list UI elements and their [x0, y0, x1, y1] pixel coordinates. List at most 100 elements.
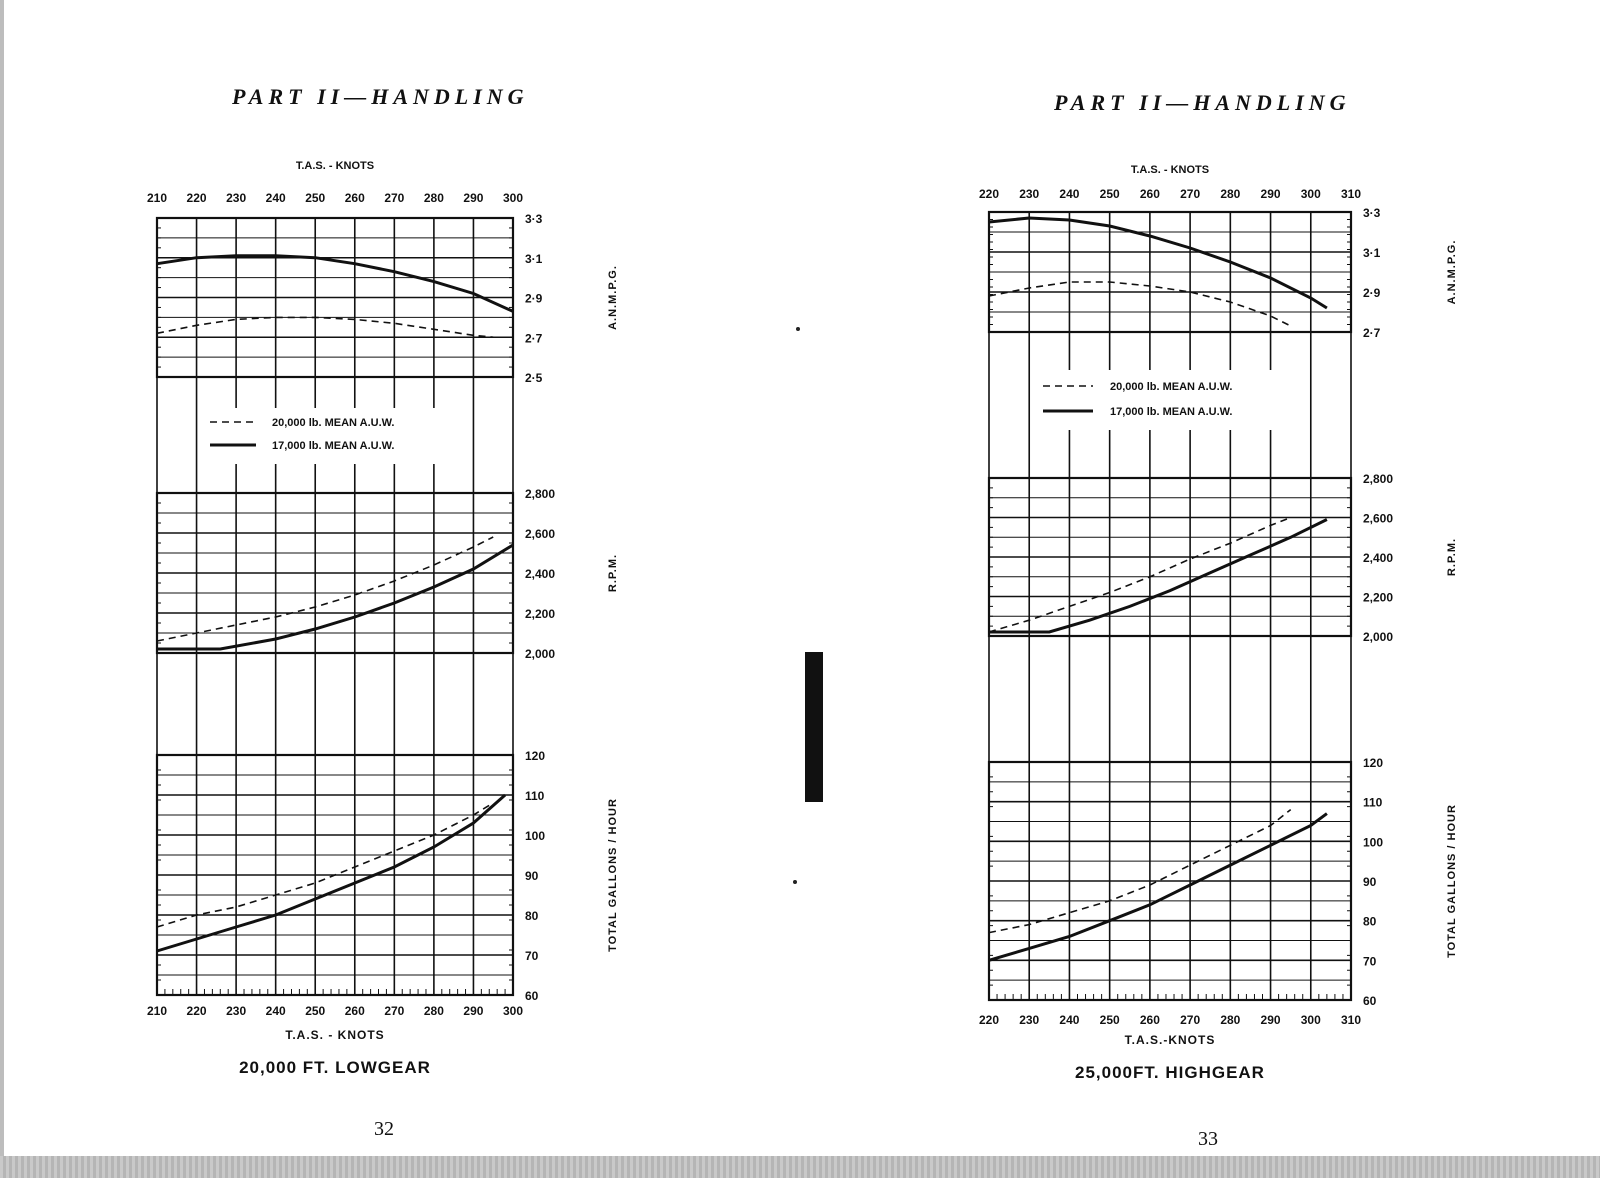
- x-tick-label-bottom: 230: [1019, 1013, 1039, 1027]
- legend-box: [202, 408, 454, 464]
- y-tick-label: 100: [1363, 835, 1383, 849]
- page-number: 32: [374, 1118, 394, 1140]
- x-tick-label-bottom: 220: [979, 1013, 999, 1027]
- series-line-17000lb: [988, 812, 1328, 962]
- page-header: PART II—HANDLING: [232, 84, 529, 109]
- x-tick-label-bottom: 270: [1180, 1013, 1200, 1027]
- y-axis-title: A.N.M.P.G.: [607, 265, 619, 330]
- x-tick-label-top: 310: [1341, 187, 1361, 201]
- speck: [796, 327, 800, 331]
- series-line-20000lb: [156, 802, 494, 928]
- x-tick-label-bottom: 240: [266, 1004, 286, 1018]
- x-tick-label-bottom: 270: [384, 1004, 404, 1018]
- y-tick-label: 2·5: [525, 371, 543, 385]
- panel-rpm: 2,000 2,200 2,400 2,600 2,800 R.P.M.: [155, 487, 619, 661]
- y-tick-label: 2·7: [525, 331, 543, 345]
- x-tick-label-top: 240: [266, 191, 286, 205]
- series-line-17000lb: [989, 518, 1328, 634]
- y-tick-label: 2,600: [525, 527, 555, 541]
- legend-box: [1035, 370, 1305, 430]
- panel-gph: 60 70 80 90 100 110 120 TOTAL GALLONS / HOUR: [155, 749, 619, 1003]
- y-tick-label: 2,000: [525, 647, 555, 661]
- panel-gph: 60 70 80 90 100 110 120 TOTAL GALLONS / HOUR: [987, 756, 1458, 1008]
- y-tick-label: 2·7: [1363, 326, 1381, 340]
- y-tick-label: 90: [1363, 875, 1377, 889]
- panel-mpg: 2·7 2·9 3·1 3·3 A.N.M.P.G.: [987, 206, 1458, 340]
- y-tick-label: 2,400: [525, 567, 555, 581]
- legend-label-dashed: 20,000 lb. MEAN A.U.W.: [272, 417, 394, 429]
- x-tick-label-bottom: 260: [1140, 1013, 1160, 1027]
- x-tick-label-top: 250: [1100, 187, 1120, 201]
- legend: 20,000 lb. MEAN A.U.W. 17,000 lb. MEAN A.…: [202, 408, 454, 464]
- x-tick-label-top: 270: [1180, 187, 1200, 201]
- y-axis-title: R.P.M.: [1446, 538, 1458, 576]
- x-tick-label-top: 230: [226, 191, 246, 205]
- series-line-17000lb: [156, 793, 507, 953]
- x-tick-label-bottom: 220: [187, 1004, 207, 1018]
- page-32: PART II—HANDLING 32: [0, 0, 790, 1178]
- top-axis-title: T.A.S. - KNOTS: [1131, 164, 1209, 176]
- y-tick-label: 120: [525, 749, 545, 763]
- x-tick-label-bottom: 210: [147, 1004, 167, 1018]
- x-tick-label-bottom: 260: [345, 1004, 365, 1018]
- series-line-20000lb: [988, 808, 1292, 934]
- y-tick-label: 3·3: [525, 212, 543, 226]
- legend-label-solid: 17,000 lb. MEAN A.U.W.: [1110, 406, 1232, 418]
- y-tick-label: 2,800: [1363, 472, 1393, 486]
- series-line-20000lb: [988, 281, 1292, 327]
- y-axis-title: R.P.M.: [607, 554, 619, 592]
- page-33: PART II—HANDLING 33: [810, 0, 1600, 1178]
- y-tick-label: 2·9: [1363, 286, 1381, 300]
- x-tick-label-top: 290: [463, 191, 483, 205]
- y-tick-label: 2,200: [1363, 591, 1393, 605]
- x-tick-label-top: 220: [187, 191, 207, 205]
- x-tick-label-bottom: 300: [503, 1004, 523, 1018]
- y-tick-label: 80: [1363, 915, 1377, 929]
- x-tick-label-top: 300: [503, 191, 523, 205]
- y-tick-label: 100: [525, 829, 545, 843]
- x-tick-label-bottom: 240: [1059, 1013, 1079, 1027]
- x-tick-label-top: 240: [1059, 187, 1079, 201]
- binding-mark: [805, 652, 823, 802]
- chart-caption: 25,000FT. HIGHGEAR: [1075, 1063, 1265, 1082]
- y-tick-label: 80: [525, 909, 539, 923]
- x-tick-label-bottom: 280: [1220, 1013, 1240, 1027]
- x-tick-label-top: 270: [384, 191, 404, 205]
- x-tick-label-top: 210: [147, 191, 167, 205]
- scan-bottom-band: [0, 1156, 1600, 1178]
- x-tick-label-top: 220: [979, 187, 999, 201]
- y-tick-label: 110: [1363, 796, 1383, 810]
- x-tick-label-top: 280: [1220, 187, 1240, 201]
- legend-label-dashed: 20,000 lb. MEAN A.U.W.: [1110, 381, 1232, 393]
- y-tick-label: 2·9: [525, 292, 543, 306]
- chart-page-32: T.A.S. - KNOTS T.A.S. - KNOTS 210 210 220 220…: [147, 160, 619, 1077]
- y-tick-label: 120: [1363, 756, 1383, 770]
- series-line-17000lb: [988, 216, 1328, 310]
- x-tick-label-bottom: 230: [226, 1004, 246, 1018]
- y-tick-label: 70: [1363, 954, 1377, 968]
- x-tick-label-top: 230: [1019, 187, 1039, 201]
- x-tick-label-top: 290: [1261, 187, 1281, 201]
- series-line-20000lb: [988, 516, 1291, 633]
- y-tick-label: 2,200: [525, 607, 555, 621]
- y-tick-label: 3·1: [525, 252, 543, 266]
- top-axis-title: T.A.S. - KNOTS: [296, 160, 374, 172]
- x-tick-label-bottom: 250: [1100, 1013, 1120, 1027]
- x-tick-label-top: 260: [1140, 187, 1160, 201]
- y-axis-title: TOTAL GALLONS / HOUR: [607, 798, 619, 952]
- panel-mpg: 2·5 2·7 2·9 3·1 3·3 A.N.M.P.G.: [155, 212, 619, 385]
- series-line-17000lb: [157, 543, 514, 651]
- y-tick-label: 60: [1363, 994, 1377, 1008]
- x-tick-label-bottom: 290: [1261, 1013, 1281, 1027]
- bottom-axis-title: T.A.S. - KNOTS: [285, 1028, 384, 1042]
- legend-label-solid: 17,000 lb. MEAN A.U.W.: [272, 440, 394, 452]
- x-tick-label-bottom: 250: [305, 1004, 325, 1018]
- scan-edge: [0, 0, 4, 1178]
- panel-rpm: 2,000 2,200 2,400 2,600 2,800 R.P.M.: [987, 472, 1458, 644]
- series-line-20000lb: [156, 536, 494, 642]
- x-tick-label-bottom: 300: [1301, 1013, 1321, 1027]
- chart-caption: 20,000 FT. LOWGEAR: [239, 1058, 431, 1077]
- x-tick-label-top: 280: [424, 191, 444, 205]
- speck: [793, 880, 797, 884]
